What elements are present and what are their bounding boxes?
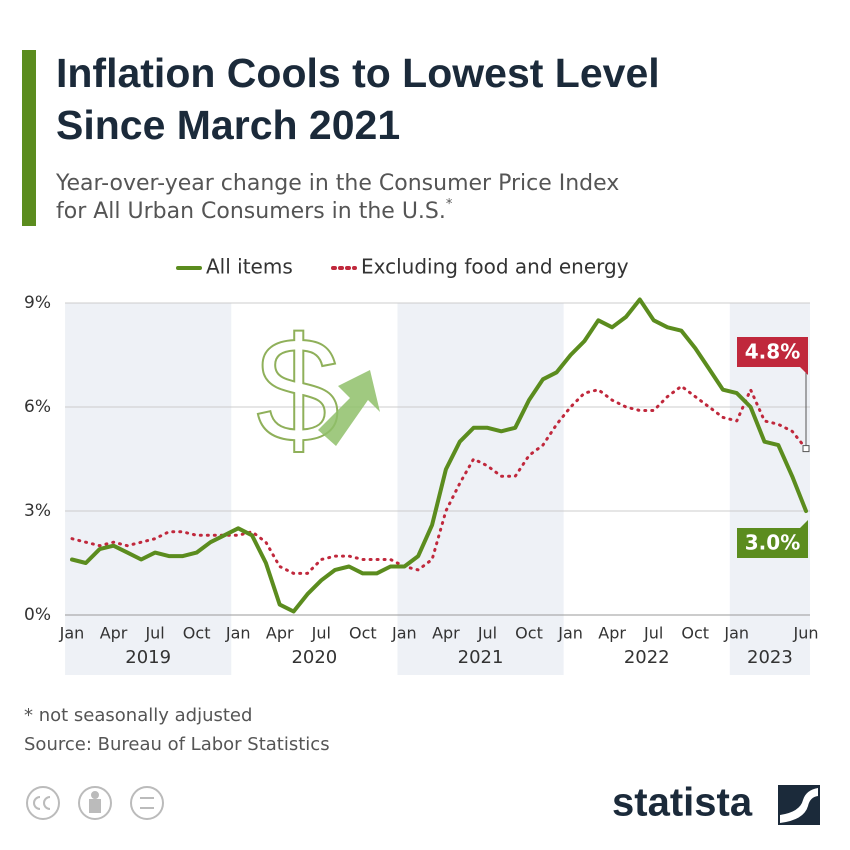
series-line bbox=[70, 384, 808, 575]
x-tick-label: Oct bbox=[515, 624, 543, 643]
series-line bbox=[70, 297, 808, 614]
legend-label: Excluding food and energy bbox=[361, 255, 629, 279]
x-tick-label: Oct bbox=[183, 624, 211, 643]
x-tick-label: Jul bbox=[477, 624, 497, 643]
license-icons bbox=[26, 786, 164, 820]
subtitle: for All Urban Consumers in the U.S.* bbox=[56, 197, 453, 225]
x-tick-label: Oct bbox=[349, 624, 377, 643]
year-label: 2023 bbox=[747, 647, 793, 668]
subtitle-line: for All Urban Consumers in the U.S. bbox=[56, 199, 446, 224]
y-tick-label: 3% bbox=[24, 501, 51, 521]
label-box bbox=[737, 520, 808, 558]
x-tick-label: Apr bbox=[100, 624, 128, 643]
title: Since March 2021 bbox=[56, 102, 400, 148]
brand-logo bbox=[778, 785, 820, 825]
arrow-icon bbox=[318, 370, 380, 446]
subtitle-mark: * bbox=[446, 197, 453, 212]
year-band bbox=[65, 303, 232, 675]
x-tick-label: Jul bbox=[311, 624, 331, 643]
year-label: 2020 bbox=[291, 647, 337, 668]
x-tick-label: Apr bbox=[266, 624, 294, 643]
y-tick-label: 0% bbox=[24, 605, 51, 625]
value-label: 4.8% bbox=[745, 340, 800, 364]
title: Inflation Cools to Lowest Level bbox=[56, 50, 660, 96]
value-label: 3.0% bbox=[745, 531, 800, 555]
dollar-icon: $ bbox=[256, 306, 339, 474]
x-tick-label: Jul bbox=[643, 624, 663, 643]
subtitle: Year-over-year change in the Consumer Pr… bbox=[55, 171, 619, 196]
year-label: 2021 bbox=[458, 647, 504, 668]
label-marker bbox=[802, 445, 810, 453]
x-tick-label: Apr bbox=[432, 624, 460, 643]
year-band bbox=[397, 303, 564, 675]
x-tick-label: Jan bbox=[59, 624, 85, 643]
x-tick-label: Jan bbox=[723, 624, 749, 643]
year-label: 2019 bbox=[125, 647, 171, 668]
brand: statista bbox=[612, 781, 753, 825]
x-tick-label: Apr bbox=[598, 624, 626, 643]
footnote: * not seasonally adjusted bbox=[24, 705, 252, 726]
year-label: 2022 bbox=[624, 647, 670, 668]
y-tick-label: 9% bbox=[24, 293, 51, 313]
x-tick-label: Jan bbox=[225, 624, 251, 643]
source: Source: Bureau of Labor Statistics bbox=[24, 734, 330, 755]
plot: 2019 2020 2021 2022 2023 0% 3% 6% 9% Jan Apr Jul Oct… bbox=[24, 255, 819, 675]
y-tick-label: 6% bbox=[24, 397, 51, 417]
x-tick-label: Jul bbox=[144, 624, 164, 643]
x-tick-label: Oct bbox=[681, 624, 709, 643]
x-tick-label: Jan bbox=[557, 624, 583, 643]
legend-label: All items bbox=[206, 255, 293, 279]
x-tick-label: Jun bbox=[793, 624, 819, 643]
x-tick-label: Jan bbox=[391, 624, 417, 643]
label-box bbox=[737, 337, 808, 375]
title-accent bbox=[22, 50, 36, 226]
